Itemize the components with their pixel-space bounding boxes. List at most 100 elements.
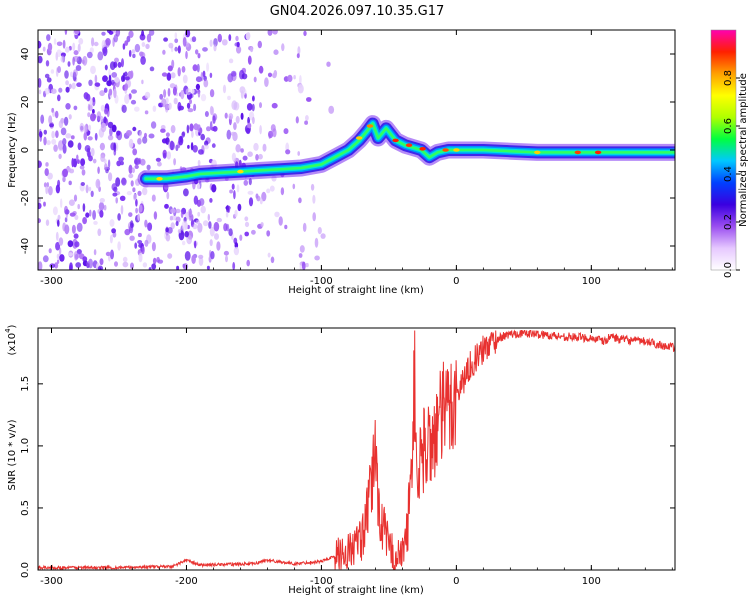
- spectrogram-cell-314: [107, 121, 114, 129]
- spectrogram-cell-308: [134, 157, 140, 166]
- spectrogram-cell-594: [167, 65, 173, 72]
- spectrogram-cell-661: [213, 221, 220, 232]
- spectrogram-cell-151: [130, 180, 134, 187]
- spectrogram-y-tick-label-1: -20: [20, 190, 31, 206]
- spectrogram-cell-155: [81, 169, 86, 176]
- spectrogram-cell-139: [128, 49, 132, 58]
- spectrogram-cell-453: [177, 67, 181, 77]
- spectrogram-cell-573: [167, 87, 171, 97]
- spectrogram-cell-337: [58, 237, 64, 246]
- spectrogram-cell-98: [109, 61, 116, 71]
- spectrogram-cell-392: [85, 212, 90, 218]
- spectrogram-cell-67: [62, 176, 66, 183]
- spectrogram-cell-729: [232, 262, 236, 270]
- spectrogram-cell-431: [146, 164, 151, 171]
- spectrogram-cell-368: [42, 46, 46, 52]
- spectrogram-cell-391: [124, 83, 129, 91]
- spectrogram-cell-405: [68, 180, 72, 186]
- spectrogram-cell-62: [74, 214, 79, 220]
- spectrogram-y-tick-label-4: 40: [20, 48, 31, 61]
- spectrogram-cell-765: [268, 130, 274, 139]
- spectrogram-cell-627: [189, 123, 194, 132]
- spectrogram-cell-659: [216, 241, 221, 251]
- spectrogram-cell-242: [62, 138, 67, 146]
- spectrogram-cell-264: [92, 210, 96, 220]
- spectrogram-cell-311: [54, 110, 59, 119]
- spectrogram-cell-410: [144, 239, 149, 247]
- spectrogram-cell-619: [170, 208, 176, 214]
- spectrogram-cell-772: [270, 256, 275, 264]
- spectrogram-cell-543: [197, 53, 201, 59]
- spectrogram-cell-580: [180, 211, 184, 218]
- spectrogram-cell-673: [247, 151, 253, 157]
- spectrogram-cell-343: [74, 241, 80, 248]
- spectrogram-cell-489: [174, 46, 178, 52]
- spectrogram-cell-804: [312, 194, 316, 204]
- spectrogram-cell-757: [259, 102, 262, 109]
- spectrogram-cell-748: [269, 185, 275, 192]
- spectrogram-cell-159: [126, 191, 132, 196]
- spectrogram-cell-378: [56, 41, 63, 47]
- spectrogram-cell-380: [73, 69, 78, 77]
- spectrogram-cell-667: [246, 103, 253, 111]
- spectrogram-cell-605: [189, 99, 192, 105]
- spectrogram-cell-798: [301, 261, 306, 270]
- spectrogram-cell-101: [100, 104, 106, 112]
- spectrogram-cell-39: [108, 254, 111, 262]
- spectrogram-cell-86: [104, 64, 108, 71]
- spectrogram-cell-367: [105, 251, 111, 257]
- spectrogram-cell-134: [114, 261, 118, 267]
- spectrogram-cell-695: [231, 183, 235, 190]
- spectrogram-cell-245: [90, 190, 94, 197]
- spectrogram-cell-438: [144, 219, 148, 228]
- spectrogram-cell-329: [124, 40, 129, 46]
- spectrogram-cell-107: [130, 99, 137, 105]
- spectrogram-cell-643: [190, 93, 194, 98]
- spectrogram-cell-324: [82, 203, 86, 212]
- spectrogram-cell-552: [160, 128, 166, 133]
- spectrogram-cell-41: [55, 130, 59, 138]
- spectrogram-cell-369: [71, 224, 76, 234]
- spectrogram-cell-441: [151, 263, 157, 270]
- spectrogram-cell-646: [212, 125, 218, 132]
- spectrogram-cell-293: [42, 255, 49, 263]
- spectrogram-cell-188: [116, 160, 122, 167]
- spectrogram-cell-766: [253, 76, 257, 83]
- spectrogram-cell-504: [169, 215, 173, 221]
- spectrogram-cell-671: [247, 190, 254, 195]
- spectrogram-cell-745: [267, 30, 273, 36]
- ridge-hotspot-2: [392, 138, 399, 143]
- spectrogram-cell-658: [221, 39, 228, 46]
- spectrogram-cell-287: [48, 248, 52, 254]
- spectrogram-cell-31: [76, 249, 82, 255]
- spectrogram-cell-483: [162, 49, 166, 55]
- spectrogram-cell-218: [50, 69, 55, 74]
- spectrogram-cell-182: [60, 198, 63, 208]
- spectrogram-cell-144: [65, 133, 72, 139]
- spectrogram-cell-802: [283, 128, 289, 135]
- spectrogram-cell-97: [63, 116, 69, 126]
- spectrogram-x-tick-label-0: -300: [40, 276, 63, 287]
- spectrogram-cell-549: [174, 38, 179, 44]
- spectrogram-cell-156: [67, 252, 74, 257]
- spectrogram-cell-285: [132, 126, 137, 132]
- spectrogram-cell-579: [190, 142, 194, 151]
- snr-x-tick-label-1: -200: [175, 576, 198, 587]
- spectrogram-cell-761: [274, 211, 280, 218]
- spectrogram-cell-694: [247, 116, 251, 125]
- spectrogram-cell-110: [76, 154, 79, 161]
- spectrogram-cell-326: [76, 222, 83, 232]
- spectrogram-cell-347: [100, 122, 107, 133]
- spectrogram-cell-722: [244, 216, 249, 222]
- spectrogram-cell-564: [212, 115, 216, 124]
- spectrogram-cell-739: [232, 131, 238, 142]
- colorbar-tick-label-3: 0.6: [723, 118, 734, 134]
- spectrogram-cell-540: [211, 143, 216, 148]
- spectrogram-cell-530: [197, 222, 203, 233]
- spectrogram-cell-481: [165, 233, 171, 242]
- spectrogram-cell-657: [214, 233, 219, 240]
- colorbar-tick-label-4: 0.8: [723, 70, 734, 86]
- spectrogram-cell-71: [140, 158, 146, 166]
- spectrogram-y-tick-label-3: 20: [20, 96, 31, 109]
- spectrogram-cell-358: [38, 218, 41, 224]
